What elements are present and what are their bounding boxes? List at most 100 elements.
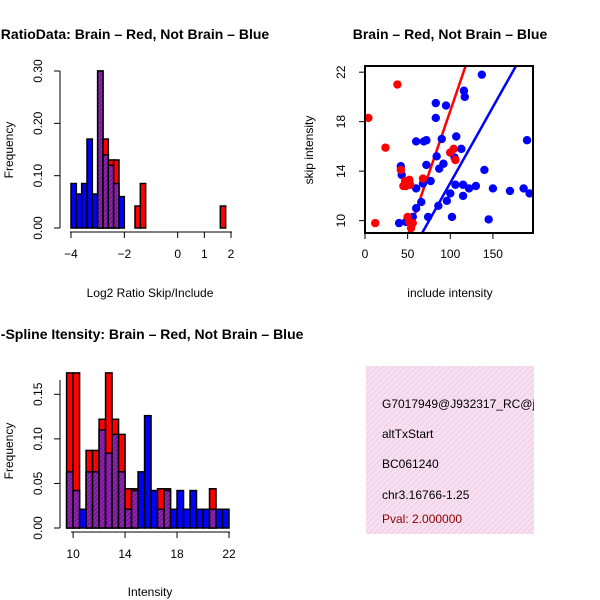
ratio-x-label: Log2 Ratio Skip/Include	[87, 286, 214, 300]
scatter-point	[446, 189, 455, 198]
ratio-bar-overlap	[96, 70, 104, 229]
scatter-x-label: include intensity	[407, 286, 492, 300]
ratio-y-tick-label: 0.30	[31, 59, 45, 83]
intensity-bar-notbrain	[150, 489, 159, 529]
intensity-x-ticks: 10 14 18 22	[66, 532, 236, 561]
scatter-point	[411, 137, 421, 146]
scatter-point	[447, 212, 457, 222]
ratio-x-tick-label: 1	[201, 247, 208, 261]
ratio-histogram-bars	[70, 70, 227, 229]
scatter-point	[471, 181, 481, 191]
info-probe-id: G7017949@J932317_RC@j_at	[382, 397, 552, 411]
intensity-x-tick-label: 18	[170, 547, 184, 561]
panel-ratio-histogram: RatioData: Brain – Red, Not Brain – Blue…	[1, 26, 270, 300]
intensity-y-tick-label: 0.10	[31, 427, 45, 451]
scatter-point	[423, 212, 433, 222]
intensity-bar-notbrain	[195, 508, 204, 529]
scatter-point	[451, 155, 460, 165]
intensity-bar-overlap	[130, 489, 139, 529]
scatter-point	[418, 174, 428, 183]
scatter-x-tick-label: 0	[362, 247, 369, 261]
info-pval: Pval: 2.000000	[382, 512, 462, 526]
scatter-point	[439, 159, 448, 168]
scatter-point	[381, 143, 390, 152]
ratio-bar-overlap	[102, 153, 110, 229]
intensity-bar-overlap	[208, 508, 217, 529]
scatter-x-tick-label: 150	[483, 247, 503, 261]
ratio-bar-brain	[134, 205, 142, 229]
ratio-histogram-title: RatioData: Brain – Red, Not Brain – Blue	[1, 26, 270, 42]
scatter-point	[411, 204, 421, 213]
scatter-point	[452, 132, 461, 141]
intensity-y-ticks: 0.00 0.05 0.10 0.15	[31, 382, 60, 540]
scatter-point	[459, 86, 469, 95]
scatter-point	[441, 101, 451, 110]
info-box-background	[366, 366, 534, 534]
intensity-bar-notbrain	[221, 508, 230, 529]
ratio-x-tick-label: −4	[64, 247, 78, 261]
intensity-bar-notbrain	[169, 508, 178, 529]
intensity-x-tick-label: 14	[118, 547, 132, 561]
intensity-y-tick-label: 0.00	[31, 516, 45, 540]
intensity-bar-overlap	[91, 471, 100, 529]
intensity-histogram-bars	[65, 372, 230, 529]
intensity-x-tick-label: 22	[222, 547, 236, 561]
scatter-x-ticks: 0 50 100 150	[362, 233, 503, 261]
intensity-bar-notbrain	[202, 508, 211, 529]
ratio-bar-notbrain	[118, 195, 126, 229]
intensity-bar-overlap	[117, 471, 126, 529]
intensity-x-tick-label: 10	[66, 547, 80, 561]
intensity-bar-overlap	[163, 489, 172, 529]
panel-intensity-histogram: Exon-Spline Itensity: Brain – Red, Not B…	[0, 326, 304, 599]
ratio-bar-notbrain	[70, 182, 78, 229]
intensity-bar-overlap	[111, 433, 120, 529]
scatter-point	[519, 184, 528, 193]
intensity-y-tick-label: 0.05	[31, 471, 45, 495]
intensity-bar-overlap	[98, 429, 107, 529]
scatter-y-tick-label: 18	[334, 115, 348, 129]
intensity-bar-overlap	[65, 471, 74, 529]
ratio-y-tick-label: 0.20	[31, 111, 45, 135]
scatter-frame	[364, 65, 534, 234]
intensity-bar-notbrain	[137, 471, 146, 529]
scatter-y-tick-label: 14	[334, 164, 348, 178]
scatter-point	[458, 191, 468, 201]
scatter-y-label: skip intensity	[302, 116, 316, 185]
scatter-point	[488, 184, 498, 193]
ratio-bar-notbrain	[75, 193, 83, 229]
ratio-x-tick-label: 2	[228, 247, 235, 261]
scatter-point	[432, 152, 441, 161]
scatter-point	[434, 201, 443, 210]
intensity-bar-overlap	[124, 508, 133, 529]
scatter-point	[422, 136, 431, 145]
scatter-point	[480, 165, 489, 175]
scatter-point	[431, 113, 440, 123]
scatter-title: Brain – Red, Not Brain – Blue	[353, 26, 548, 42]
scatter-y-tick-label: 22	[334, 65, 348, 79]
info-panel: G7017949@J932317_RC@j_at altTxStart BC06…	[366, 366, 552, 534]
ratio-bar-overlap	[107, 164, 115, 229]
ratio-y-tick-label: 0.10	[31, 164, 45, 188]
ratio-y-tick-label: 0.00	[31, 216, 45, 240]
scatter-point	[371, 218, 380, 228]
scatter-point	[431, 98, 440, 108]
ratio-bar-overlap	[112, 182, 120, 229]
ratio-bar-notbrain	[91, 193, 99, 229]
scatter-plot-area	[365, 66, 533, 233]
scatter-point	[365, 113, 373, 123]
ratio-bar-brain	[139, 182, 147, 229]
info-event-type: altTxStart	[382, 427, 434, 441]
scatter-point	[394, 218, 404, 228]
scatter-point	[449, 144, 458, 154]
intensity-bar-overlap	[72, 489, 81, 529]
scatter-point	[437, 134, 446, 144]
intensity-histogram-title: Exon-Spline Itensity: Brain – Red, Not B…	[0, 326, 304, 342]
ratio-x-tick-label: 0	[174, 247, 181, 261]
intensity-bar-notbrain	[78, 508, 87, 529]
intensity-bar-overlap	[104, 452, 113, 529]
ratio-bar-notbrain	[80, 182, 88, 229]
info-box: G7017949@J932317_RC@j_at altTxStart BC06…	[366, 366, 552, 534]
intensity-y-label: Frequency	[2, 423, 16, 480]
scatter-point	[457, 144, 466, 154]
